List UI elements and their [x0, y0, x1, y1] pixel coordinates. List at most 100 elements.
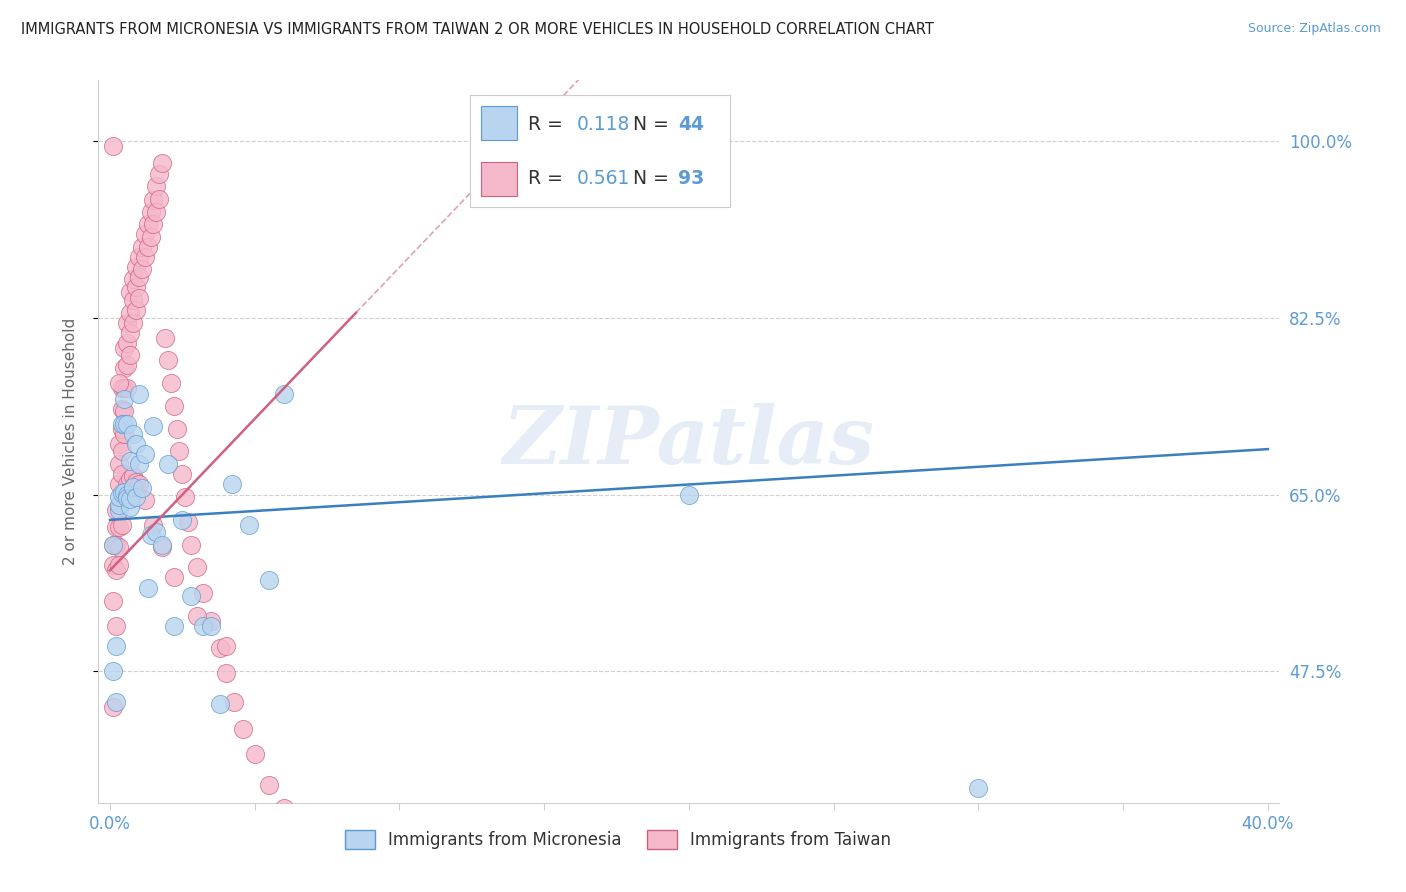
Point — [128, 250, 150, 264]
Point — [139, 230, 162, 244]
Point — [145, 204, 167, 219]
Point — [120, 472, 142, 486]
Point — [156, 353, 179, 368]
Point — [163, 399, 186, 413]
Point — [163, 619, 186, 633]
Point — [101, 558, 124, 573]
Point — [101, 593, 124, 607]
Point — [122, 427, 145, 442]
Point — [104, 619, 127, 633]
Point — [191, 619, 214, 633]
Point — [156, 457, 179, 471]
Point — [128, 477, 150, 491]
Point — [678, 487, 700, 501]
Point — [120, 285, 142, 300]
Point — [145, 179, 167, 194]
Point — [114, 392, 136, 406]
Point — [134, 447, 156, 461]
Point — [142, 517, 165, 532]
Point — [180, 538, 202, 552]
Point — [243, 747, 266, 762]
Point — [114, 382, 136, 396]
Point — [128, 270, 150, 285]
Point — [107, 437, 129, 451]
Point — [148, 167, 170, 181]
Point — [110, 382, 132, 396]
Text: Source: ZipAtlas.com: Source: ZipAtlas.com — [1247, 22, 1381, 36]
Point — [215, 639, 238, 653]
Point — [221, 477, 243, 491]
Point — [232, 722, 254, 736]
Point — [139, 204, 162, 219]
Point — [101, 538, 124, 552]
Point — [114, 484, 136, 499]
Point — [191, 585, 214, 599]
Point — [117, 336, 139, 351]
Point — [114, 341, 136, 355]
Point — [967, 780, 990, 795]
Point — [215, 666, 238, 681]
Point — [110, 485, 132, 500]
Point — [101, 139, 124, 153]
Point — [120, 306, 142, 320]
Point — [122, 316, 145, 330]
Point — [101, 665, 124, 679]
Point — [101, 538, 124, 552]
Point — [169, 444, 191, 458]
Point — [110, 401, 132, 416]
Point — [120, 326, 142, 340]
Point — [117, 358, 139, 372]
Point — [117, 477, 139, 491]
Point — [122, 479, 145, 493]
Point — [186, 608, 208, 623]
Point — [114, 403, 136, 417]
Point — [107, 490, 129, 504]
Point — [134, 492, 156, 507]
Point — [107, 376, 129, 391]
Point — [128, 291, 150, 305]
Point — [110, 444, 132, 458]
Point — [117, 316, 139, 330]
Point — [174, 490, 197, 504]
Point — [110, 417, 132, 431]
Point — [257, 574, 280, 588]
Point — [131, 240, 153, 254]
Point — [145, 524, 167, 539]
Point — [150, 540, 173, 554]
Point — [114, 427, 136, 442]
Point — [172, 467, 194, 482]
Text: IMMIGRANTS FROM MICRONESIA VS IMMIGRANTS FROM TAIWAN 2 OR MORE VEHICLES IN HOUSE: IMMIGRANTS FROM MICRONESIA VS IMMIGRANTS… — [21, 22, 934, 37]
Point — [110, 422, 132, 436]
Point — [101, 699, 124, 714]
Point — [208, 641, 231, 656]
Point — [177, 515, 200, 529]
Point — [257, 778, 280, 792]
Point — [128, 386, 150, 401]
Point — [107, 520, 129, 534]
Point — [107, 457, 129, 471]
Point — [208, 697, 231, 711]
Point — [117, 487, 139, 501]
Point — [180, 589, 202, 603]
Point — [131, 262, 153, 277]
Point — [104, 502, 127, 516]
Point — [122, 272, 145, 286]
Point — [122, 293, 145, 307]
Point — [120, 500, 142, 514]
Point — [150, 538, 173, 552]
Point — [120, 491, 142, 506]
Point — [200, 619, 222, 633]
Point — [107, 498, 129, 512]
Point — [107, 558, 129, 573]
Point — [104, 520, 127, 534]
Point — [125, 437, 148, 451]
Point — [136, 581, 159, 595]
Point — [273, 801, 295, 815]
Point — [122, 469, 145, 483]
Point — [134, 250, 156, 264]
Point — [114, 417, 136, 431]
Point — [125, 260, 148, 275]
Legend: Immigrants from Micronesia, Immigrants from Taiwan: Immigrants from Micronesia, Immigrants f… — [339, 823, 898, 856]
Point — [120, 454, 142, 468]
Point — [104, 639, 127, 653]
